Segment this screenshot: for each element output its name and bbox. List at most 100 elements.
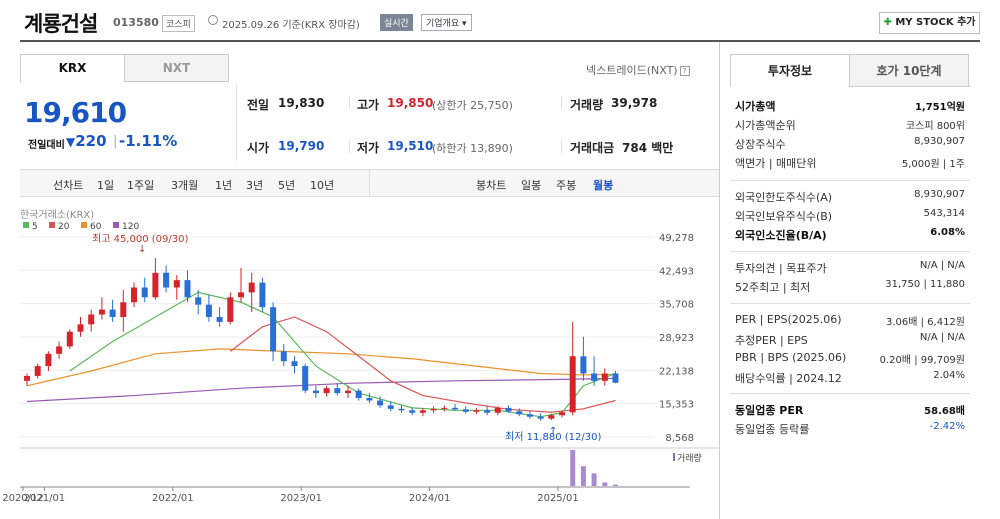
y-tick-label: 28,923 [659,333,694,344]
x-tick-label: 2021/01 [24,493,66,504]
candle-chart-label: 봉차트 [476,179,507,192]
period-3m[interactable]: 3개월 [171,179,199,192]
price-date: 2025.09.26 기준(KRX 장마감) [222,20,360,31]
help-icon[interactable]: ? [679,66,690,76]
chevron-down-icon: ▾ [462,19,467,29]
info-value: 5,000원 | 1주 [901,159,965,170]
info-key: PER | EPS(2025.06) [735,313,842,326]
info-row: 동일업종 PER 58.68배 [735,402,965,420]
low-annotation: 최저 11,880 (12/30) [505,431,601,443]
ma120-line [26,377,616,403]
candle-body [34,366,41,376]
tab-investment-info[interactable]: 투자정보 [730,54,850,87]
y-tick-label: 22,138 [659,366,694,377]
header-divider [20,40,980,42]
candle-body [591,373,598,381]
cell-divider [349,96,350,110]
info-value: 3.06배 | 6,412원 [885,317,965,328]
candle-body [248,282,255,293]
candle-body [398,408,405,411]
candle-weekly[interactable]: 주봉 [556,179,577,192]
info-key: 외국인보유주식수(B) [735,210,833,223]
y-tick-label: 35,708 [659,300,694,311]
volume-bar [570,450,576,486]
candle-body [569,356,576,413]
nextrade-link[interactable]: 넥스트레이드(NXT)? [586,62,690,78]
prev-close-label: 전일 [247,98,270,112]
info-value: 1,751억원 [914,102,965,113]
ma20-line [229,316,616,413]
ma60-swatch [81,222,87,228]
candle-daily[interactable]: 일봉 [521,179,542,192]
change-percent: -1.11% [119,132,178,150]
tab-nxt[interactable]: NXT [124,54,229,82]
period-1y[interactable]: 1년 [215,179,233,192]
info-key: 액면가 | 매매단위 [735,157,817,170]
info-row: PBR | BPS (2025.06) 0.20배 | 99,709원 [735,351,965,369]
candle-body [419,410,426,413]
info-value: 8,930,907 [914,189,965,200]
ma20-label: 20 [58,222,70,232]
candle-body [109,309,116,317]
candle-body [387,405,394,409]
info-key: 상장주식수 [735,138,786,151]
ma5-label: 5 [32,222,38,232]
candle-monthly[interactable]: 월봉 [593,179,614,192]
market-badge: 코스피 [162,15,195,32]
quote-divider [236,85,237,161]
section-divider [730,251,970,252]
realtime-button[interactable]: 실시간 [380,14,413,31]
candle-body [302,366,309,391]
candle-body [227,297,234,322]
period-1w[interactable]: 1주일 [127,179,155,192]
high-arrow-icon: ↓ [138,244,146,255]
chart-source: 한국거래소(KRX) [20,209,94,221]
info-key: 배당수익률 | 2024.12 [735,372,842,385]
company-info-dropdown[interactable]: 기업개요 ▾ [421,14,472,31]
tab-krx[interactable]: KRX [20,54,125,82]
x-tick-label: 2024/01 [409,493,451,504]
info-key: 동일업종 PER [735,404,804,417]
period-5y[interactable]: 5년 [278,179,296,192]
info-value: 코스피 800위 [905,121,965,132]
price-chart[interactable]: 한국거래소(KRX) 5 20 60 120 49,278 42,493 35,70… [0,200,719,519]
candle-body [377,400,384,406]
y-tick-label: 49,278 [659,233,694,244]
info-value: 8,930,907 [914,136,965,147]
info-value: 543,314 [923,208,965,219]
volume-legend-swatch [673,453,675,461]
high-label: 고가 [357,98,380,112]
add-mystock-button[interactable]: ✚ MY STOCK 추가 [879,12,980,34]
y-tick-label: 8,568 [665,433,694,444]
candle-body [580,356,587,374]
info-row: 52주최고 | 최저 31,750 | 11,880 [735,279,965,297]
amount-label: 거래대금 [570,141,615,155]
ma5-swatch [23,222,29,228]
volume-label: 거래량 [570,98,604,112]
candle-body [345,390,351,394]
cell-divider [349,139,350,153]
volume-bars [570,450,618,486]
tab-orderbook[interactable]: 호가 10단계 [849,54,969,87]
ma120-label: 120 [122,222,139,232]
candle-body [259,282,266,308]
x-tick-label: 2020/12 [2,493,44,504]
info-key: 외국인한도주식수(A) [735,191,833,204]
period-1d[interactable]: 1일 [97,179,115,192]
info-row: 추정PER | EPS N/A | N/A [735,332,965,350]
info-value: -2.42% [929,421,965,432]
plus-icon: ✚ [883,17,892,28]
volume-bar [613,484,618,486]
ma120-swatch [113,222,119,228]
candle-body [77,324,84,332]
candle-body [56,346,63,354]
high-value: 19,850 [387,96,434,110]
cell-divider [561,139,562,153]
info-value: 6.08% [930,227,965,238]
period-3y[interactable]: 3년 [246,179,264,192]
candle-body [195,297,202,305]
stock-name: 계룡건설 [24,12,98,36]
candle-body [462,409,469,412]
down-triangle-icon: ▼ [66,135,76,149]
period-10y[interactable]: 10년 [310,179,335,192]
